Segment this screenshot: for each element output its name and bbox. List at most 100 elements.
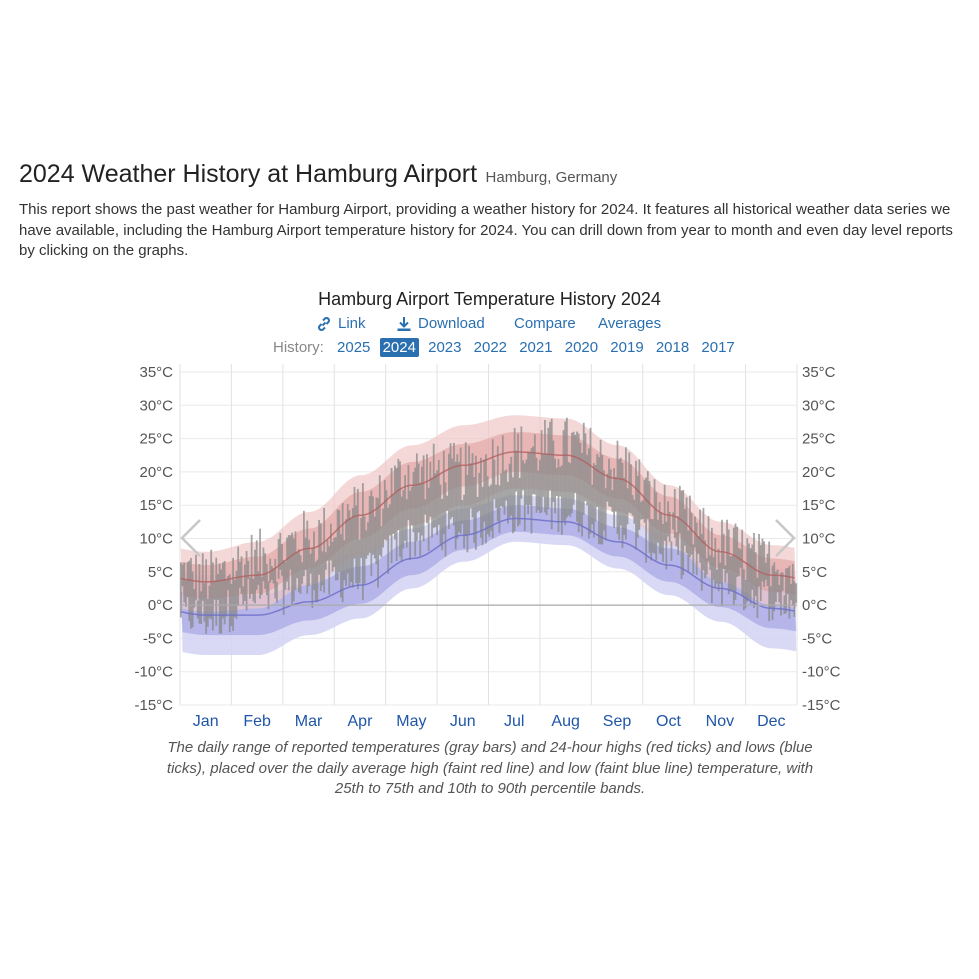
daily-range-bar [415,453,418,542]
daily-range-bar [441,498,444,551]
daily-range-bar [238,561,241,588]
daily-range-bar [596,453,599,508]
daily-range-bar [388,504,391,536]
daily-range-bar [729,556,732,592]
daily-range-bar [493,459,496,500]
daily-range-bar [394,465,396,540]
averages-button[interactable]: Averages [598,315,661,332]
history-year-2021[interactable]: 2021 [519,339,553,356]
history-year-2025[interactable]: 2025 [337,339,371,356]
daily-range-bar [336,509,339,581]
daily-range-bar [301,562,304,584]
daily-range-bar [404,475,406,541]
daily-range-bar [431,477,433,538]
daily-range-bar [734,523,737,601]
daily-range-bar [292,538,295,602]
daily-range-bar [522,460,524,491]
daily-range-bar [532,446,535,495]
daily-range-bar [210,549,213,620]
daily-range-bar [355,505,358,584]
daily-range-bar [324,552,327,570]
daily-range-bar [537,470,540,510]
daily-range-bars [179,417,798,634]
daily-range-bar [545,454,548,516]
daily-range-bar [650,518,653,561]
daily-range-bar [473,477,476,543]
daily-range-bar [683,509,686,546]
daily-range-bar [419,482,422,556]
daily-range-bar [237,546,240,606]
daily-range-bar [483,459,486,522]
daily-range-bar [402,490,405,549]
daily-range-bar [365,530,368,559]
daily-range-bar [695,522,698,576]
daily-range-bar [451,458,454,518]
daily-range-bar [672,512,674,530]
daily-range-bar [574,434,577,493]
daily-range-bar [785,568,787,614]
daily-range-bar [215,557,218,626]
link-button[interactable]: Link [316,315,366,332]
daily-range-bar [699,509,701,563]
daily-range-bar [658,502,661,554]
daily-range-bar [527,451,530,515]
daily-range-bar [694,516,696,548]
daily-range-bar [495,484,497,509]
daily-range-bar [582,422,585,515]
daily-range-bar [471,453,474,518]
daily-range-bar [791,564,794,607]
daily-range-bar [721,519,723,606]
daily-range-bar [264,553,267,589]
daily-range-bar [778,584,781,603]
daily-range-bar [233,579,236,618]
daily-range-bar [383,480,386,540]
page-title-main: 2024 Weather History at Hamburg Airport [19,160,478,188]
daily-range-bar [697,536,700,554]
daily-range-bar [397,458,400,531]
daily-range-bar [392,494,395,534]
daily-range-bar [474,455,477,550]
daily-range-bar [646,471,649,519]
download-button[interactable]: Download [396,315,485,332]
daily-range-bar [773,562,776,612]
daily-range-bar [480,457,482,538]
daily-range-bar [503,470,506,515]
daily-range-bar [604,488,607,541]
history-year-2020[interactable]: 2020 [564,339,599,356]
daily-range-bar [196,600,199,619]
daily-range-bar [368,495,371,553]
daily-range-bar [613,468,615,528]
daily-range-bar [687,530,690,572]
daily-range-bar [795,583,798,604]
daily-range-bar [599,439,602,545]
daily-range-bar [705,558,708,575]
compare-button[interactable]: Compare [514,315,576,332]
daily-range-bar [528,452,531,506]
daily-range-bar [213,581,216,600]
page-title-location: Hamburg, Germany [485,169,618,186]
daily-range-bar [439,484,442,546]
history-year-2022[interactable]: 2022 [473,339,508,356]
history-year-2017[interactable]: 2017 [701,339,735,356]
history-year-2019[interactable]: 2019 [610,339,644,356]
daily-range-bar [350,518,353,583]
history-year-2024[interactable]: 2024 [379,338,419,357]
daily-range-bar [663,484,666,541]
daily-range-bar [581,452,583,537]
daily-range-bar [297,549,300,593]
daily-range-bar [262,547,265,582]
daily-range-bar [496,446,499,522]
daily-range-bar [667,501,669,537]
page-title: 2024 Weather History at Hamburg Airport … [19,160,617,189]
daily-range-bar [624,447,627,540]
daily-range-bar [335,537,337,581]
daily-range-bar [576,431,578,522]
history-year-2018[interactable]: 2018 [655,339,690,356]
history-year-selector: History: 2025 2024 2023 2022 2021 2020 2… [273,338,740,357]
daily-range-bar [668,511,671,542]
daily-range-bar [249,577,251,599]
history-year-2023[interactable]: 2023 [428,339,462,356]
daily-range-bar [245,550,248,611]
daily-range-bar [449,443,452,520]
